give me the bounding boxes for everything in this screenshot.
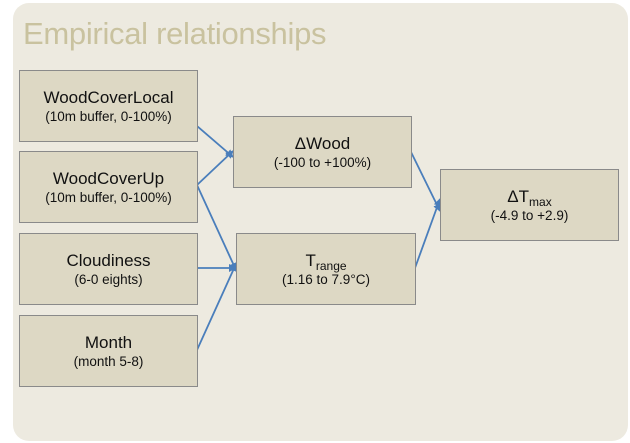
node-range: (10m buffer, 0-100%) [45, 108, 172, 124]
edge-t-range-to-delta-tmax [414, 198, 442, 269]
edge-wood-cover-local-to-delta-wood [196, 125, 234, 158]
node-label: ΔTmax [507, 186, 552, 209]
node-range: (1.16 to 7.9°C) [282, 271, 370, 287]
node-wood-cover-up: WoodCoverUp (10m buffer, 0-100%) [19, 151, 198, 223]
node-delta-wood: ΔWood (-100 to +100%) [233, 116, 412, 188]
node-delta-tmax: ΔTmax (-4.9 to +2.9) [440, 169, 619, 241]
node-cloudiness: Cloudiness (6-0 eights) [19, 233, 198, 305]
node-label: ΔWood [294, 133, 351, 153]
edge-wood-cover-up-to-t-range [196, 184, 237, 271]
edge-wood-cover-up-to-delta-wood [196, 150, 234, 186]
node-range: (-100 to +100%) [273, 154, 372, 170]
edge-month-to-t-range [196, 263, 237, 351]
node-range: (10m buffer, 0-100%) [45, 189, 172, 205]
node-t-range: Trange (1.16 to 7.9°C) [236, 233, 416, 305]
node-range: (6-0 eights) [74, 271, 143, 287]
node-label: Cloudiness [66, 250, 151, 270]
node-label: Trange [305, 250, 347, 273]
node-label: WoodCoverUp [52, 168, 165, 188]
edge-delta-wood-to-delta-tmax [410, 151, 441, 212]
node-month: Month (month 5-8) [19, 315, 198, 387]
node-range: (month 5-8) [73, 353, 144, 369]
node-range: (-4.9 to +2.9) [490, 207, 569, 223]
diagram-title: Empirical relationships [23, 16, 327, 51]
node-label: Month [84, 332, 133, 352]
node-label: WoodCoverLocal [43, 87, 174, 107]
node-wood-cover-local: WoodCoverLocal (10m buffer, 0-100%) [19, 70, 198, 142]
